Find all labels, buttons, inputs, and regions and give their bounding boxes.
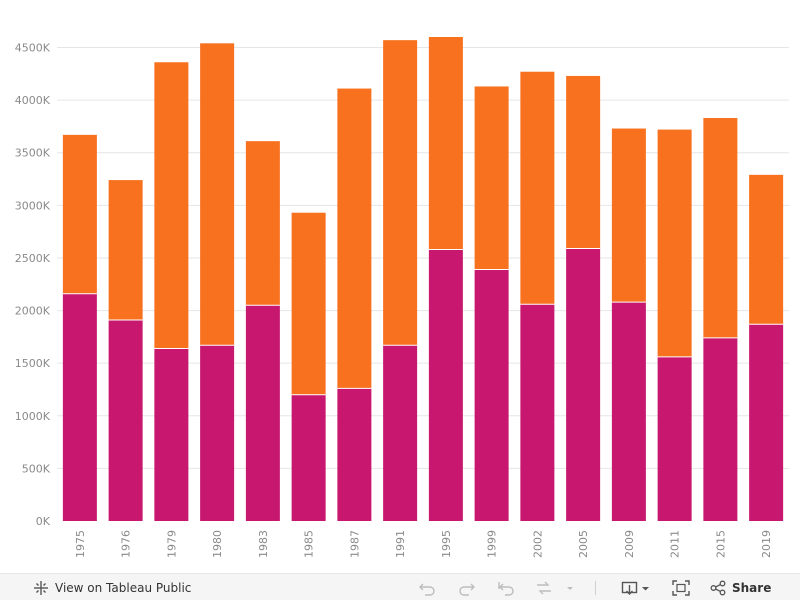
bar-segment[interactable] bbox=[611, 302, 646, 521]
undo-icon bbox=[418, 580, 436, 596]
x-tick-label: 2019 bbox=[760, 530, 773, 558]
revert-button[interactable] bbox=[497, 574, 515, 601]
bar-segment[interactable] bbox=[108, 180, 143, 321]
stacked-bar-chart: 0K 500K 1000K 1500K 2000K 2500K 3000K 3500K 4000… bbox=[15, 37, 789, 558]
redo-icon bbox=[458, 580, 476, 596]
y-tick-label: 3500K bbox=[15, 147, 51, 160]
bar-segment[interactable] bbox=[200, 43, 235, 346]
pause-dropdown-icon bbox=[565, 580, 575, 596]
bar-segment[interactable] bbox=[154, 62, 189, 349]
bar-segment[interactable] bbox=[428, 249, 463, 521]
bar-segment[interactable] bbox=[291, 394, 326, 521]
view-on-tableau-public-button[interactable]: View on Tableau Public bbox=[33, 574, 191, 601]
y-tick-label: 4000K bbox=[15, 94, 51, 107]
bar-segment[interactable] bbox=[474, 86, 509, 270]
undo-button[interactable] bbox=[418, 574, 436, 601]
bar-segment[interactable] bbox=[428, 37, 463, 250]
tableau-toolbar: View on Tableau Public bbox=[0, 573, 800, 600]
bar-segment[interactable] bbox=[337, 388, 372, 521]
toolbar-divider bbox=[595, 574, 596, 601]
bar-segment[interactable] bbox=[749, 174, 784, 325]
bar-segment[interactable] bbox=[520, 304, 555, 521]
bar-segment[interactable] bbox=[474, 269, 509, 521]
bar-segment[interactable] bbox=[749, 324, 784, 521]
bar-segment[interactable] bbox=[291, 212, 326, 395]
bar-segment[interactable] bbox=[62, 134, 97, 294]
x-tick-label: 1995 bbox=[440, 530, 453, 558]
bar-segment[interactable] bbox=[200, 345, 235, 521]
y-tick-label: 1000K bbox=[15, 410, 51, 423]
x-tick-label: 1987 bbox=[348, 530, 361, 558]
download-button[interactable] bbox=[621, 574, 651, 601]
x-tick-label: 1976 bbox=[120, 530, 133, 558]
bar-segment[interactable] bbox=[657, 129, 692, 357]
x-tick-label: 2011 bbox=[669, 530, 682, 558]
bar-segment[interactable] bbox=[154, 348, 189, 521]
bar-segment[interactable] bbox=[337, 88, 372, 389]
fullscreen-icon bbox=[672, 579, 690, 596]
redo-button[interactable] bbox=[458, 574, 476, 601]
x-tick-label: 1983 bbox=[257, 530, 270, 558]
share-button[interactable]: Share bbox=[710, 574, 771, 601]
tableau-logo-icon bbox=[33, 580, 49, 596]
x-tick-label: 1991 bbox=[394, 530, 407, 558]
y-tick-label: 2000K bbox=[15, 305, 51, 318]
bar-segment[interactable] bbox=[703, 337, 738, 521]
x-tick-label: 2002 bbox=[531, 530, 544, 558]
x-tick-label: 1980 bbox=[211, 530, 224, 558]
bars bbox=[62, 37, 784, 522]
share-label: Share bbox=[732, 580, 772, 595]
y-tick-label: 4500K bbox=[15, 42, 51, 55]
bar-segment[interactable] bbox=[383, 40, 418, 346]
bar-segment[interactable] bbox=[657, 356, 692, 521]
x-tick-label: 2015 bbox=[714, 530, 727, 558]
x-tick-label: 1975 bbox=[74, 530, 87, 558]
y-tick-label: 500K bbox=[22, 462, 51, 475]
revert-icon bbox=[497, 580, 515, 596]
view-on-tableau-public-label: View on Tableau Public bbox=[55, 580, 192, 595]
download-icon bbox=[621, 580, 651, 596]
bar-segment[interactable] bbox=[245, 141, 280, 306]
x-tick-label: 1985 bbox=[303, 530, 316, 558]
bar-segment[interactable] bbox=[566, 248, 601, 522]
share-icon bbox=[710, 580, 726, 596]
bar-segment[interactable] bbox=[566, 75, 601, 249]
refresh-button[interactable] bbox=[535, 574, 553, 601]
bar-segment[interactable] bbox=[703, 118, 738, 338]
bar-segment[interactable] bbox=[108, 320, 143, 521]
x-tick-label: 2009 bbox=[623, 530, 636, 558]
y-tick-label: 2500K bbox=[15, 252, 51, 265]
bar-segment[interactable] bbox=[245, 305, 280, 521]
y-tick-label: 3000K bbox=[15, 199, 51, 212]
refresh-icon bbox=[535, 580, 553, 596]
bar-segment[interactable] bbox=[383, 345, 418, 521]
y-axis-tick-labels: 0K 500K 1000K 1500K 2000K 2500K 3000K 3500K 4000… bbox=[15, 42, 51, 528]
x-tick-label: 1999 bbox=[486, 530, 499, 558]
x-tick-label: 2005 bbox=[577, 530, 590, 558]
bar-segment[interactable] bbox=[520, 71, 555, 305]
fullscreen-button[interactable] bbox=[672, 574, 690, 601]
bar-segment[interactable] bbox=[62, 293, 97, 521]
pause-dropdown-button[interactable] bbox=[565, 574, 575, 601]
x-tick-label: 1979 bbox=[165, 530, 178, 558]
bar-segment[interactable] bbox=[611, 128, 646, 303]
y-tick-label: 1500K bbox=[15, 357, 51, 370]
x-axis-tick-labels: 1975 1976 1979 1980 1983 1985 1987 1991 1995 1999… bbox=[74, 530, 773, 558]
y-tick-label: 0K bbox=[36, 515, 51, 528]
